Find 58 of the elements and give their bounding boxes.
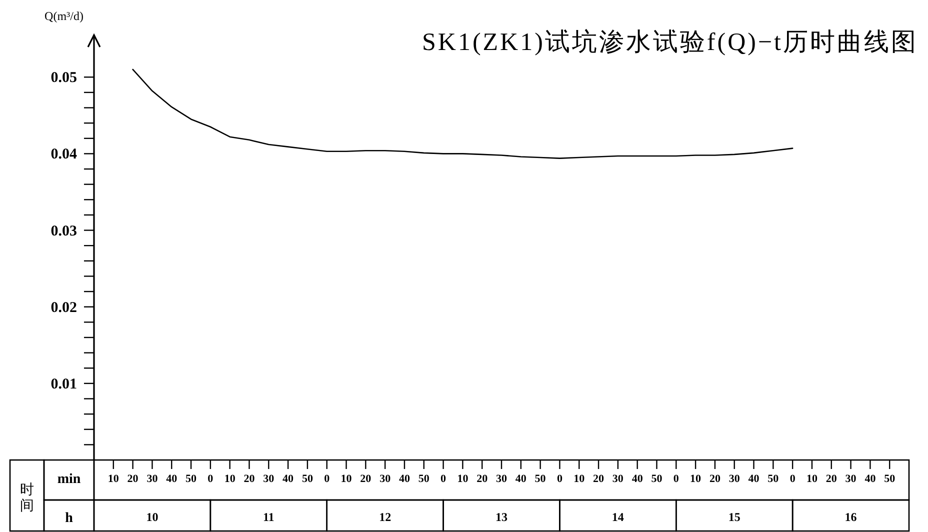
text: 13 [496,510,508,524]
y-tick-label: 0.02 [50,300,77,316]
x-tick-label: 20 [826,473,838,485]
text: 15 [728,510,740,524]
x-tick-label: 30 [146,473,158,485]
x-tick-label: 50 [651,473,663,485]
x-tick-label: 10 [108,473,120,485]
x-tick-label: 40 [632,473,644,485]
ylabel: Q(m³/d) [44,9,84,23]
x-tick-label: 0 [673,473,680,485]
x-tick-label: 30 [845,473,857,485]
x-tick-label: 0 [790,473,796,485]
text: 14 [612,510,624,524]
text: 10 [146,510,158,524]
x-tick-label: 50 [302,473,314,485]
text: 时间 [20,482,34,514]
y-tick-label: 0.03 [50,223,77,240]
x-tick-label: 40 [515,473,527,485]
x-tick-label: 50 [534,473,546,485]
x-tick-label: 10 [340,473,352,485]
x-tick-label: 20 [709,473,721,485]
x-tick-label: 0 [556,473,563,485]
text: 12 [379,510,392,524]
text: 16 [844,510,857,524]
x-tick-label: 40 [864,473,876,485]
x-tick-label: 10 [574,473,586,485]
x-tick-label: 50 [186,473,198,485]
x-tick-label: 30 [728,473,740,485]
x-tick-label: 10 [224,473,236,485]
x-tick-label: 50 [768,473,780,485]
x-tick-label: 50 [418,473,430,485]
x-tick-label: 0 [324,473,330,485]
x-tick-label: 20 [127,473,139,485]
x-tick-label: 40 [282,473,294,485]
x-tick-label: 50 [884,473,896,485]
x-tick-label: 10 [457,473,469,485]
x-axis-title: min [57,472,81,487]
x-tick-label: 40 [166,473,178,485]
x-tick-label: 10 [690,473,702,485]
title: SK1(ZK1)试坑渗水试验f(Q)−t历时曲线图 [422,29,918,56]
text: 11 [262,510,274,524]
x-tick-label: 10 [806,473,818,485]
x-tick-label: 0 [440,473,447,485]
x-tick-label: 30 [380,473,392,485]
x-tick-label: 30 [612,473,624,485]
x-tick-label: 20 [476,473,488,485]
y-tick-label: 0.01 [50,376,77,392]
x2-axis-title: h [65,511,74,526]
x-tick-label: 40 [748,473,760,485]
x-tick-label: 30 [263,473,275,485]
x-tick-label: 20 [593,473,605,485]
x-tick-label: 0 [208,473,214,485]
x-tick-label: 40 [398,473,410,485]
x-tick-label: 20 [244,473,256,485]
y-tick-label: 0.05 [50,70,77,86]
x-tick-label: 30 [496,473,508,485]
x-tick-label: 20 [360,473,372,485]
y-tick-label: 0.04 [50,146,78,163]
